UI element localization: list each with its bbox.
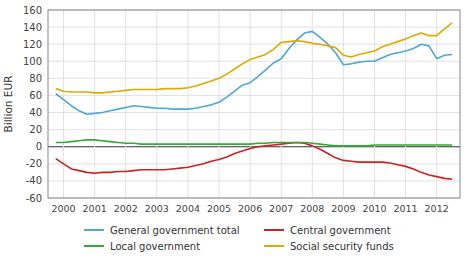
legend: General government total Central governme…	[84, 225, 394, 252]
grid-line-y	[48, 129, 460, 130]
grid-line-x	[125, 10, 126, 198]
y-tick-label: 120	[23, 39, 42, 50]
x-tick-label: 2001	[83, 203, 107, 214]
plot-frame	[48, 10, 460, 198]
grid-line-x	[374, 10, 375, 198]
legend-item: Social security funds	[264, 241, 394, 252]
grid-line-x	[94, 10, 95, 198]
legend-label: Social security funds	[290, 241, 394, 252]
series-line	[56, 140, 452, 146]
axes: -60 -40 -20 0 20 40 60 80 100 120 140 160 2000 2001 20…	[2, 5, 460, 215]
x-tick-label: 2009	[331, 203, 355, 214]
x-tick-label: 2010	[362, 203, 386, 214]
x-tick-label: 2005	[207, 203, 231, 214]
grid-line-y	[48, 27, 460, 28]
legend-item: Local government	[84, 241, 200, 252]
y-tick-label: 160	[23, 5, 42, 16]
series-line	[56, 142, 452, 179]
grid-line-x	[343, 10, 344, 198]
legend-swatch	[84, 229, 104, 231]
x-tick-label: 2008	[300, 203, 324, 214]
grid-line-y	[48, 61, 460, 62]
grid-line-x	[281, 10, 282, 198]
x-tick-label: 2003	[145, 203, 169, 214]
grid-line-x	[63, 10, 64, 198]
legend-item: General government total	[84, 225, 240, 236]
legend-item: Central government	[264, 225, 391, 236]
grid-line-y	[48, 95, 460, 96]
legend-swatch	[264, 245, 284, 247]
plot-background	[48, 10, 460, 198]
chart: -60 -40 -20 0 20 40 60 80 100 120 140 160 2000 2001 20…	[0, 0, 470, 260]
legend-swatch	[264, 229, 284, 231]
y-tick-label: 80	[29, 73, 42, 84]
x-tick-label: 2007	[269, 203, 293, 214]
grid-line-y	[48, 112, 460, 113]
series-line	[56, 23, 452, 93]
legend-label: Local government	[110, 241, 200, 252]
y-tick-label: -60	[26, 193, 42, 204]
y-tick-label: 100	[23, 56, 42, 67]
grid-line-x	[250, 10, 251, 198]
x-tick-label: 2000	[51, 203, 75, 214]
grid-line-y	[48, 44, 460, 45]
grid-line-y	[48, 180, 460, 181]
x-tick-label: 2006	[238, 203, 262, 214]
legend-swatch	[84, 245, 104, 247]
legend-label: Central government	[290, 225, 391, 236]
y-tick-label: -20	[26, 158, 42, 169]
y-axis-label: Billion EUR	[2, 76, 14, 133]
grid-line-x	[436, 10, 437, 198]
y-tick-label: 20	[29, 124, 42, 135]
grid-line-x	[219, 10, 220, 198]
series-lines	[56, 23, 452, 179]
x-tick-label: 2002	[114, 203, 138, 214]
y-tick-label: 0	[36, 141, 42, 152]
y-tick-label: 40	[29, 107, 42, 118]
x-tick-label: 2004	[176, 203, 200, 214]
x-tick-label: 2011	[393, 203, 417, 214]
grid	[48, 10, 460, 198]
legend-label: General government total	[110, 225, 240, 236]
y-tick-label: 140	[23, 22, 42, 33]
x-tick-label: 2012	[425, 203, 449, 214]
y-tick-label: 60	[29, 90, 42, 101]
grid-line-x	[187, 10, 188, 198]
y-tick-label: -40	[26, 175, 42, 186]
grid-line-x	[312, 10, 313, 198]
